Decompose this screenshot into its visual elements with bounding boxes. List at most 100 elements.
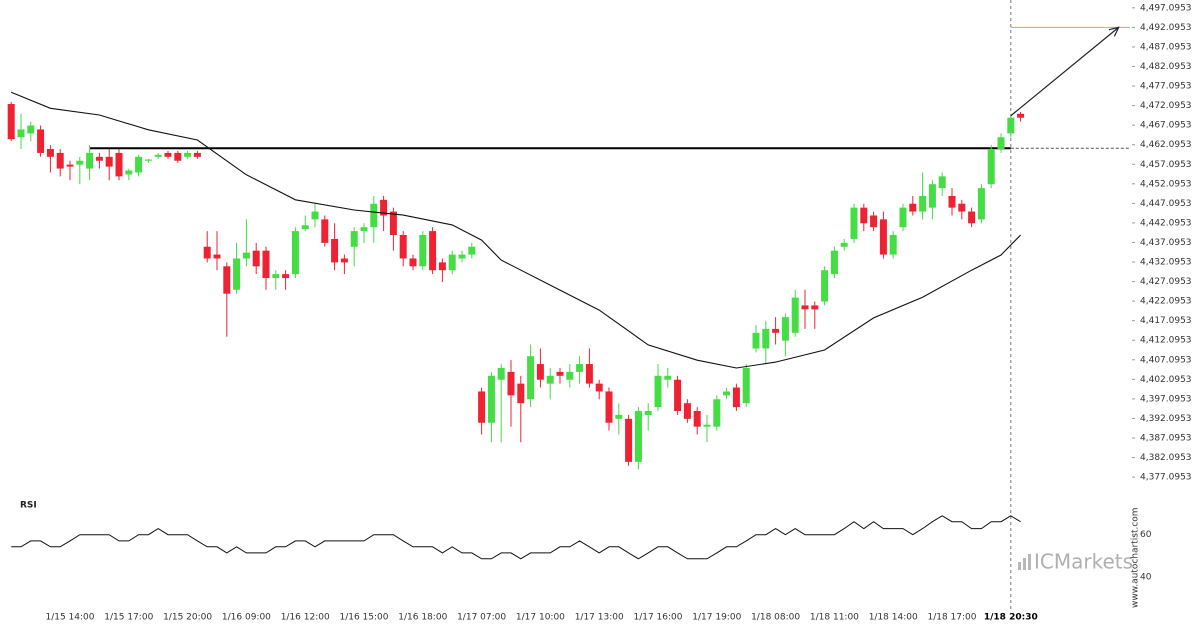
candle-body [615,414,623,419]
candle-body [772,328,780,333]
candle-body [527,356,535,400]
candle-body [556,371,564,376]
arrow-head [1108,26,1120,37]
candle-body [144,159,152,161]
candle-body [389,211,397,236]
x-tick-label: 1/17 19:00 [692,613,741,623]
x-tick-label: 1/17 13:00 [575,613,624,623]
candle-body [595,383,603,392]
watermark: ICMarkets [1034,550,1133,574]
candle-body [301,225,309,230]
moving-average [10,91,1021,369]
candle-body [223,266,231,294]
candle-body [174,152,182,161]
candle-body [634,411,642,462]
candle-body [1017,113,1025,118]
candle-body [928,184,936,208]
candle-body [350,231,358,247]
candle-body [419,235,427,267]
y-tick-label: 4,422.0953 [1140,297,1192,307]
candle-body [331,238,339,263]
y-tick-label: 4,457.0953 [1140,160,1192,170]
y-tick-label: 4,427.0953 [1140,277,1192,287]
candle-body [840,242,848,247]
x-tick-label: 1/18 08:00 [751,613,800,623]
y-tick-label: 4,392.0953 [1140,414,1192,424]
candle-body [242,252,250,259]
candle-body [605,391,613,423]
x-tick-label: 1/16 09:00 [222,613,271,623]
x-tick-label: 1/18 11:00 [810,613,859,623]
y-tick-label: 4,432.0953 [1140,258,1192,268]
y-tick-label: 4,377.0953 [1140,473,1192,483]
y-tick-label: 4,387.0953 [1140,434,1192,444]
candle-body [674,379,682,412]
candle-body [791,297,799,333]
y-tick-label: 4,497.0953 [1140,3,1192,13]
candle-body [948,195,956,208]
candle-body [1007,117,1015,134]
y-tick-label: 4,477.0953 [1140,82,1192,92]
candle-body [27,125,35,134]
candle-body [850,207,858,239]
candle-body [125,170,133,175]
candle-body [478,391,486,423]
candle-body [576,364,584,372]
source: www.autochartist.com [1131,507,1141,608]
candle-body [860,207,868,224]
candle-body [811,305,819,310]
candle-body [507,371,515,396]
x-tick-label: 1/16 12:00 [281,613,330,623]
x-tick-label: 1/17 07:00 [457,613,506,623]
y-tick-label: 4,492.0953 [1140,23,1192,33]
candle-body [458,254,466,259]
y-tick-label: 4,487.0953 [1140,42,1192,52]
candle-body [311,211,319,220]
candle-body [340,258,348,263]
candle-body [105,156,113,167]
candle-body [409,258,417,267]
candle-body [821,270,829,302]
candle-body [17,129,25,138]
candle-body [321,219,329,243]
candle-body [536,364,544,380]
x-tick-label: 1/18 20:30 [984,613,1038,623]
candle-body [154,154,162,157]
rsi-tick-label: 60 [1140,530,1152,540]
rsi-label: RSI [20,501,37,511]
candle-body [56,152,64,169]
candle-body [193,152,201,157]
candle-body [37,129,45,153]
candle-body [7,104,15,140]
candle-body [252,250,260,267]
candle-body [468,246,476,255]
y-tick-label: 4,407.0953 [1140,355,1192,365]
x-tick-label: 1/18 14:00 [869,613,918,623]
candle-body [517,383,525,404]
candle-body [968,211,976,224]
rsi-line [11,515,1021,560]
candle-body [233,258,241,290]
candle-body [752,332,760,349]
candle-body [683,403,691,419]
candle-body [938,176,946,189]
candle-body [282,274,290,279]
y-tick-label: 4,402.0953 [1140,375,1192,385]
candle-body [801,305,809,310]
candle-body [487,375,495,423]
candle-body [693,411,701,427]
candle-body [46,148,54,157]
candle-body [360,227,368,232]
candle-body [497,367,505,380]
candle-body [919,195,927,212]
x-tick-label: 1/17 10:00 [516,613,565,623]
x-tick-label: 1/18 17:00 [927,613,976,623]
candle-body [958,203,966,212]
y-tick-label: 4,447.0953 [1140,199,1192,209]
candle-body [566,371,574,380]
candle-body [909,203,917,212]
candle-body [115,152,123,177]
candle-body [399,235,407,259]
x-tick-label: 1/16 15:00 [339,613,388,623]
candle-body [732,387,740,408]
